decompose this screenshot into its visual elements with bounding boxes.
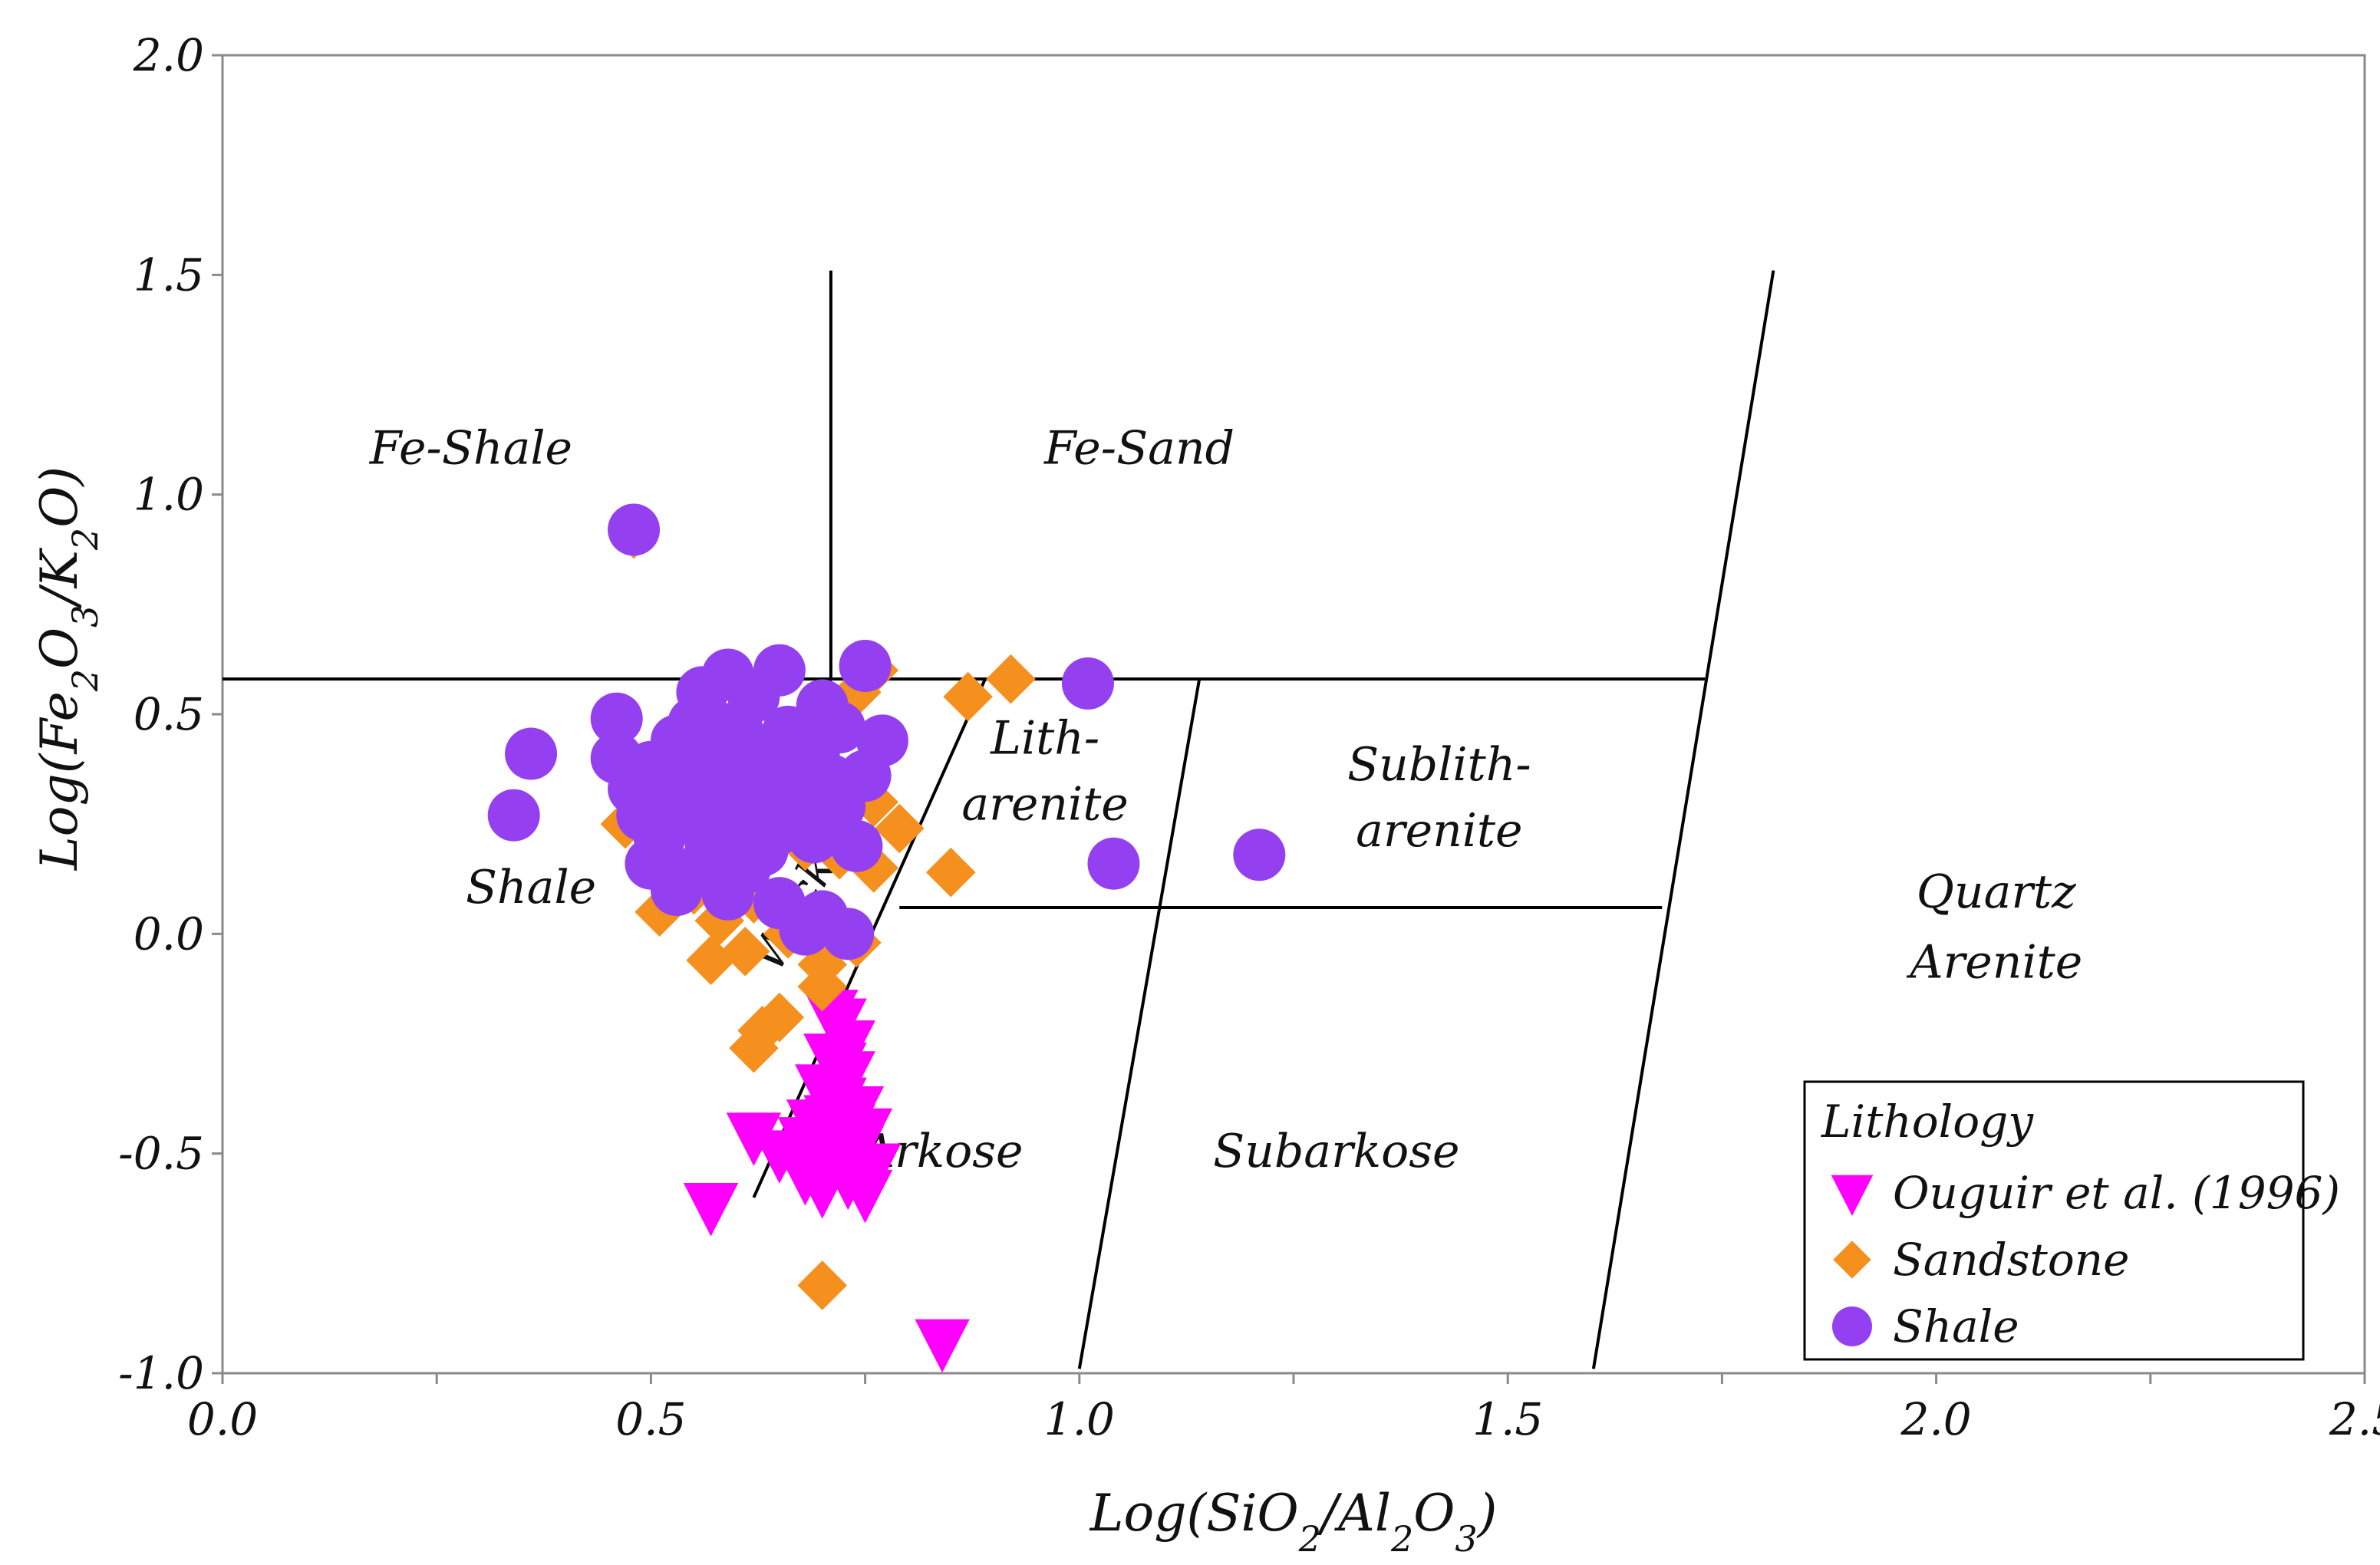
boundary-line — [1077, 678, 1202, 1369]
sandstone-point — [686, 935, 736, 985]
ouguir-point — [795, 1165, 850, 1219]
subscript: 3 — [1455, 1518, 1477, 1560]
sandstone-point — [925, 847, 976, 898]
region-label: Fe-Shale — [369, 422, 572, 476]
shale-point — [701, 868, 754, 921]
shale-point — [1233, 829, 1286, 881]
region-label: Quartz — [1917, 865, 2076, 919]
series-circle — [487, 503, 1286, 960]
ouguir-point — [683, 1183, 739, 1237]
shale-point — [650, 864, 703, 917]
shale-point — [1832, 1306, 1872, 1346]
x-tick-label: 1.0 — [1044, 1393, 1115, 1445]
subscript: 2 — [64, 528, 106, 551]
sandstone-point — [720, 926, 770, 977]
y-tick-label: 1.0 — [134, 469, 204, 521]
y-tick-label: 2.0 — [133, 29, 204, 81]
region-label: Fe-Sand — [1043, 422, 1235, 476]
sandstone-point — [797, 961, 848, 1012]
y-tick-label: 1.5 — [134, 249, 204, 301]
series-triangle-down — [683, 990, 970, 1373]
text-run: /K — [30, 547, 89, 609]
sandstone-point — [943, 671, 993, 722]
x-tick-label: 0.0 — [187, 1393, 258, 1445]
region-label: Lith- — [990, 712, 1099, 766]
ouguir-point — [1831, 1175, 1874, 1217]
legend-box — [1803, 1080, 2305, 1361]
shale-point — [608, 503, 661, 556]
y-tick-label: 0.0 — [134, 908, 204, 960]
sandstone-point — [1833, 1240, 1871, 1279]
legend-label: Ouguir et al. (1996) — [1893, 1167, 2340, 1219]
sandstone-point — [986, 654, 1036, 704]
x-tick-label: 0.5 — [615, 1393, 686, 1445]
legend: Lithology Ouguir et al. (1996) Sandstone Sh… — [1803, 1080, 2340, 1361]
y-tick-label: -1.0 — [118, 1347, 204, 1399]
sandstone-point — [729, 1023, 779, 1073]
text-run: Log(Fe — [30, 691, 89, 871]
region-label: arenite — [961, 777, 1128, 831]
shale-point — [787, 811, 840, 864]
region-label: Arenite — [1906, 936, 2082, 990]
axes: 0.0 0.5 1.0 1.5 2.0 2.5 -1.0 -0.5 0.0 0.5 1.0 1.5 2.… — [30, 29, 2380, 1560]
ouguir-point — [837, 1169, 893, 1224]
shale-point — [1087, 837, 1140, 890]
subscript: 2 — [1298, 1518, 1321, 1560]
region-label: arenite — [1356, 804, 1522, 858]
text-run: Log(SiO — [1089, 1484, 1299, 1543]
text-run: O) — [30, 466, 89, 528]
y-axis-title: Log(Fe2O3/K2O) — [30, 466, 106, 871]
legend-label: Shale — [1893, 1300, 2019, 1352]
x-tick-label: 1.5 — [1472, 1393, 1543, 1445]
subscript: 3 — [64, 605, 106, 628]
legend-item: Shale — [1832, 1300, 2019, 1352]
shale-point — [779, 903, 832, 956]
region-label: Sublith- — [1347, 738, 1531, 792]
ouguir-point — [915, 1319, 970, 1373]
y-tick-label: -0.5 — [118, 1128, 204, 1180]
text-run: /Al — [1317, 1484, 1391, 1543]
shale-point — [830, 819, 883, 872]
legend-item: Ouguir et al. (1996) — [1831, 1167, 2340, 1219]
ouguir-point — [726, 1112, 782, 1167]
sandstone-point — [874, 803, 925, 854]
shale-point — [590, 692, 643, 745]
sandstone-point — [797, 1260, 848, 1310]
shale-point — [487, 789, 540, 842]
shale-point — [822, 908, 875, 960]
shale-point — [1061, 657, 1114, 710]
text-run: O — [1413, 1484, 1455, 1543]
text-run: O — [30, 628, 89, 669]
data-points — [487, 503, 1286, 1373]
x-axis-title: Log(SiO2/Al2O3) — [1089, 1484, 1498, 1560]
subscript: 2 — [64, 669, 106, 692]
y-tick-label: 0.5 — [134, 688, 204, 740]
x-tick-label: 2.0 — [1900, 1393, 1971, 1445]
shale-point — [505, 727, 558, 780]
legend-item: Sandstone — [1833, 1234, 2129, 1286]
ouguir-point — [752, 1130, 807, 1184]
region-label: Subarkose — [1213, 1125, 1459, 1178]
shale-point — [839, 640, 892, 693]
region-label: Shale — [466, 861, 596, 914]
legend-title: Lithology — [1821, 1096, 2034, 1148]
text-run: ) — [1476, 1484, 1498, 1543]
legend-label: Sandstone — [1893, 1234, 2129, 1286]
x-tick-label: 2.5 — [2329, 1393, 2380, 1445]
subscript: 2 — [1390, 1518, 1413, 1560]
boundary-line — [1591, 270, 1775, 1369]
